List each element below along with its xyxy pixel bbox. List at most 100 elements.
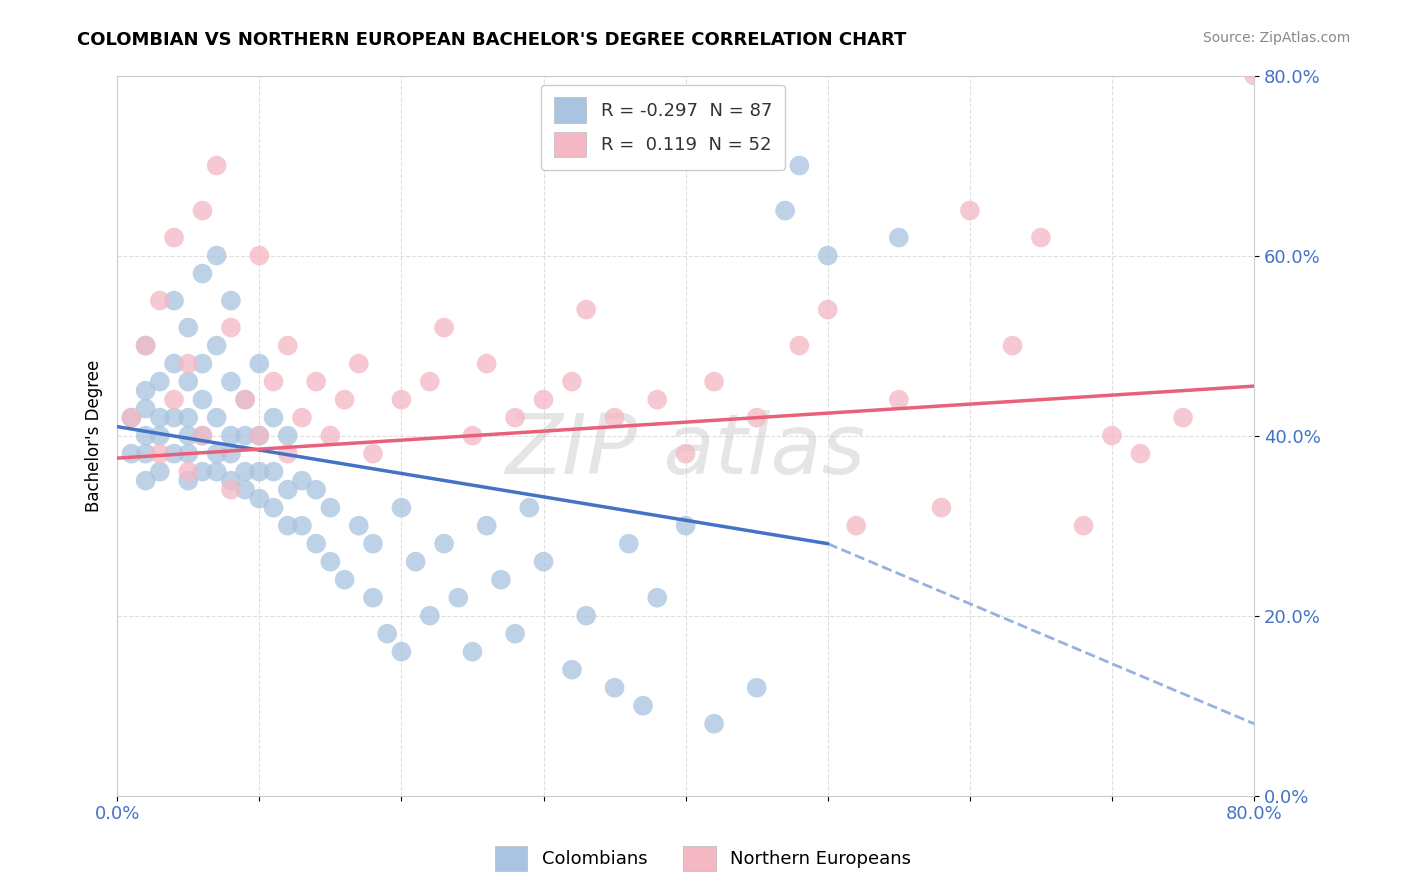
Point <box>1171 410 1194 425</box>
Point <box>247 465 270 479</box>
Point <box>845 518 868 533</box>
Point <box>120 447 142 461</box>
Point <box>205 338 228 352</box>
Point <box>703 375 725 389</box>
Point <box>191 392 214 407</box>
Point <box>205 159 228 173</box>
Point <box>333 392 356 407</box>
Point <box>391 500 413 515</box>
Point <box>120 410 142 425</box>
Point <box>149 410 172 425</box>
Point <box>1243 69 1265 83</box>
Point <box>163 410 186 425</box>
Point <box>375 626 398 640</box>
Text: Source: ZipAtlas.com: Source: ZipAtlas.com <box>1202 31 1350 45</box>
Point <box>205 465 228 479</box>
Point <box>1101 428 1123 442</box>
Point <box>361 591 384 605</box>
Point <box>675 447 697 461</box>
Point <box>887 392 910 407</box>
Point <box>391 645 413 659</box>
Point <box>789 159 811 173</box>
Point <box>319 428 342 442</box>
Point <box>461 428 484 442</box>
Point <box>817 249 839 263</box>
Point <box>503 410 526 425</box>
Point <box>533 392 555 407</box>
Point <box>503 626 526 640</box>
Point <box>191 465 214 479</box>
Point <box>817 302 839 317</box>
Y-axis label: Bachelor's Degree: Bachelor's Degree <box>86 359 103 512</box>
Point <box>263 410 285 425</box>
Text: ZIP atlas: ZIP atlas <box>506 409 866 491</box>
Point <box>191 203 214 218</box>
Point <box>305 483 328 497</box>
Point <box>277 447 299 461</box>
Point <box>263 465 285 479</box>
Point <box>233 483 256 497</box>
Point <box>191 428 214 442</box>
Point <box>391 392 413 407</box>
Point <box>773 203 796 218</box>
Point <box>219 474 242 488</box>
Point <box>575 302 598 317</box>
Point <box>135 384 157 398</box>
Point <box>1073 518 1095 533</box>
Point <box>263 375 285 389</box>
Point <box>205 447 228 461</box>
Point <box>191 267 214 281</box>
Point <box>419 608 441 623</box>
Point <box>1129 447 1152 461</box>
Text: COLOMBIAN VS NORTHERN EUROPEAN BACHELOR'S DEGREE CORRELATION CHART: COLOMBIAN VS NORTHERN EUROPEAN BACHELOR'… <box>77 31 907 49</box>
Point <box>177 447 200 461</box>
Point <box>361 537 384 551</box>
Point <box>419 375 441 389</box>
Point <box>1029 230 1052 244</box>
Point <box>433 537 456 551</box>
Point <box>305 537 328 551</box>
Point <box>233 392 256 407</box>
Legend: R = -0.297  N = 87, R =  0.119  N = 52: R = -0.297 N = 87, R = 0.119 N = 52 <box>541 85 785 170</box>
Point <box>247 428 270 442</box>
Point <box>959 203 981 218</box>
Point <box>789 338 811 352</box>
Point <box>291 474 314 488</box>
Point <box>277 483 299 497</box>
Point <box>517 500 540 515</box>
Point <box>233 428 256 442</box>
Point <box>1001 338 1024 352</box>
Point <box>247 428 270 442</box>
Point <box>205 249 228 263</box>
Point <box>163 293 186 308</box>
Point <box>191 357 214 371</box>
Point <box>205 410 228 425</box>
Point <box>405 555 427 569</box>
Point <box>233 465 256 479</box>
Point <box>347 518 370 533</box>
Point <box>475 518 498 533</box>
Point <box>135 338 157 352</box>
Point <box>219 375 242 389</box>
Point <box>603 410 626 425</box>
Point <box>631 698 654 713</box>
Point <box>177 375 200 389</box>
Point <box>177 465 200 479</box>
Point <box>163 447 186 461</box>
Point <box>149 293 172 308</box>
Point <box>163 357 186 371</box>
Point <box>135 401 157 416</box>
Point <box>645 392 668 407</box>
Point <box>645 591 668 605</box>
Point <box>219 293 242 308</box>
Point <box>533 555 555 569</box>
Point <box>177 410 200 425</box>
Point <box>347 357 370 371</box>
Point <box>319 555 342 569</box>
Legend: Colombians, Northern Europeans: Colombians, Northern Europeans <box>488 838 918 879</box>
Point <box>291 410 314 425</box>
Point <box>135 447 157 461</box>
Point <box>191 428 214 442</box>
Point <box>177 357 200 371</box>
Point <box>603 681 626 695</box>
